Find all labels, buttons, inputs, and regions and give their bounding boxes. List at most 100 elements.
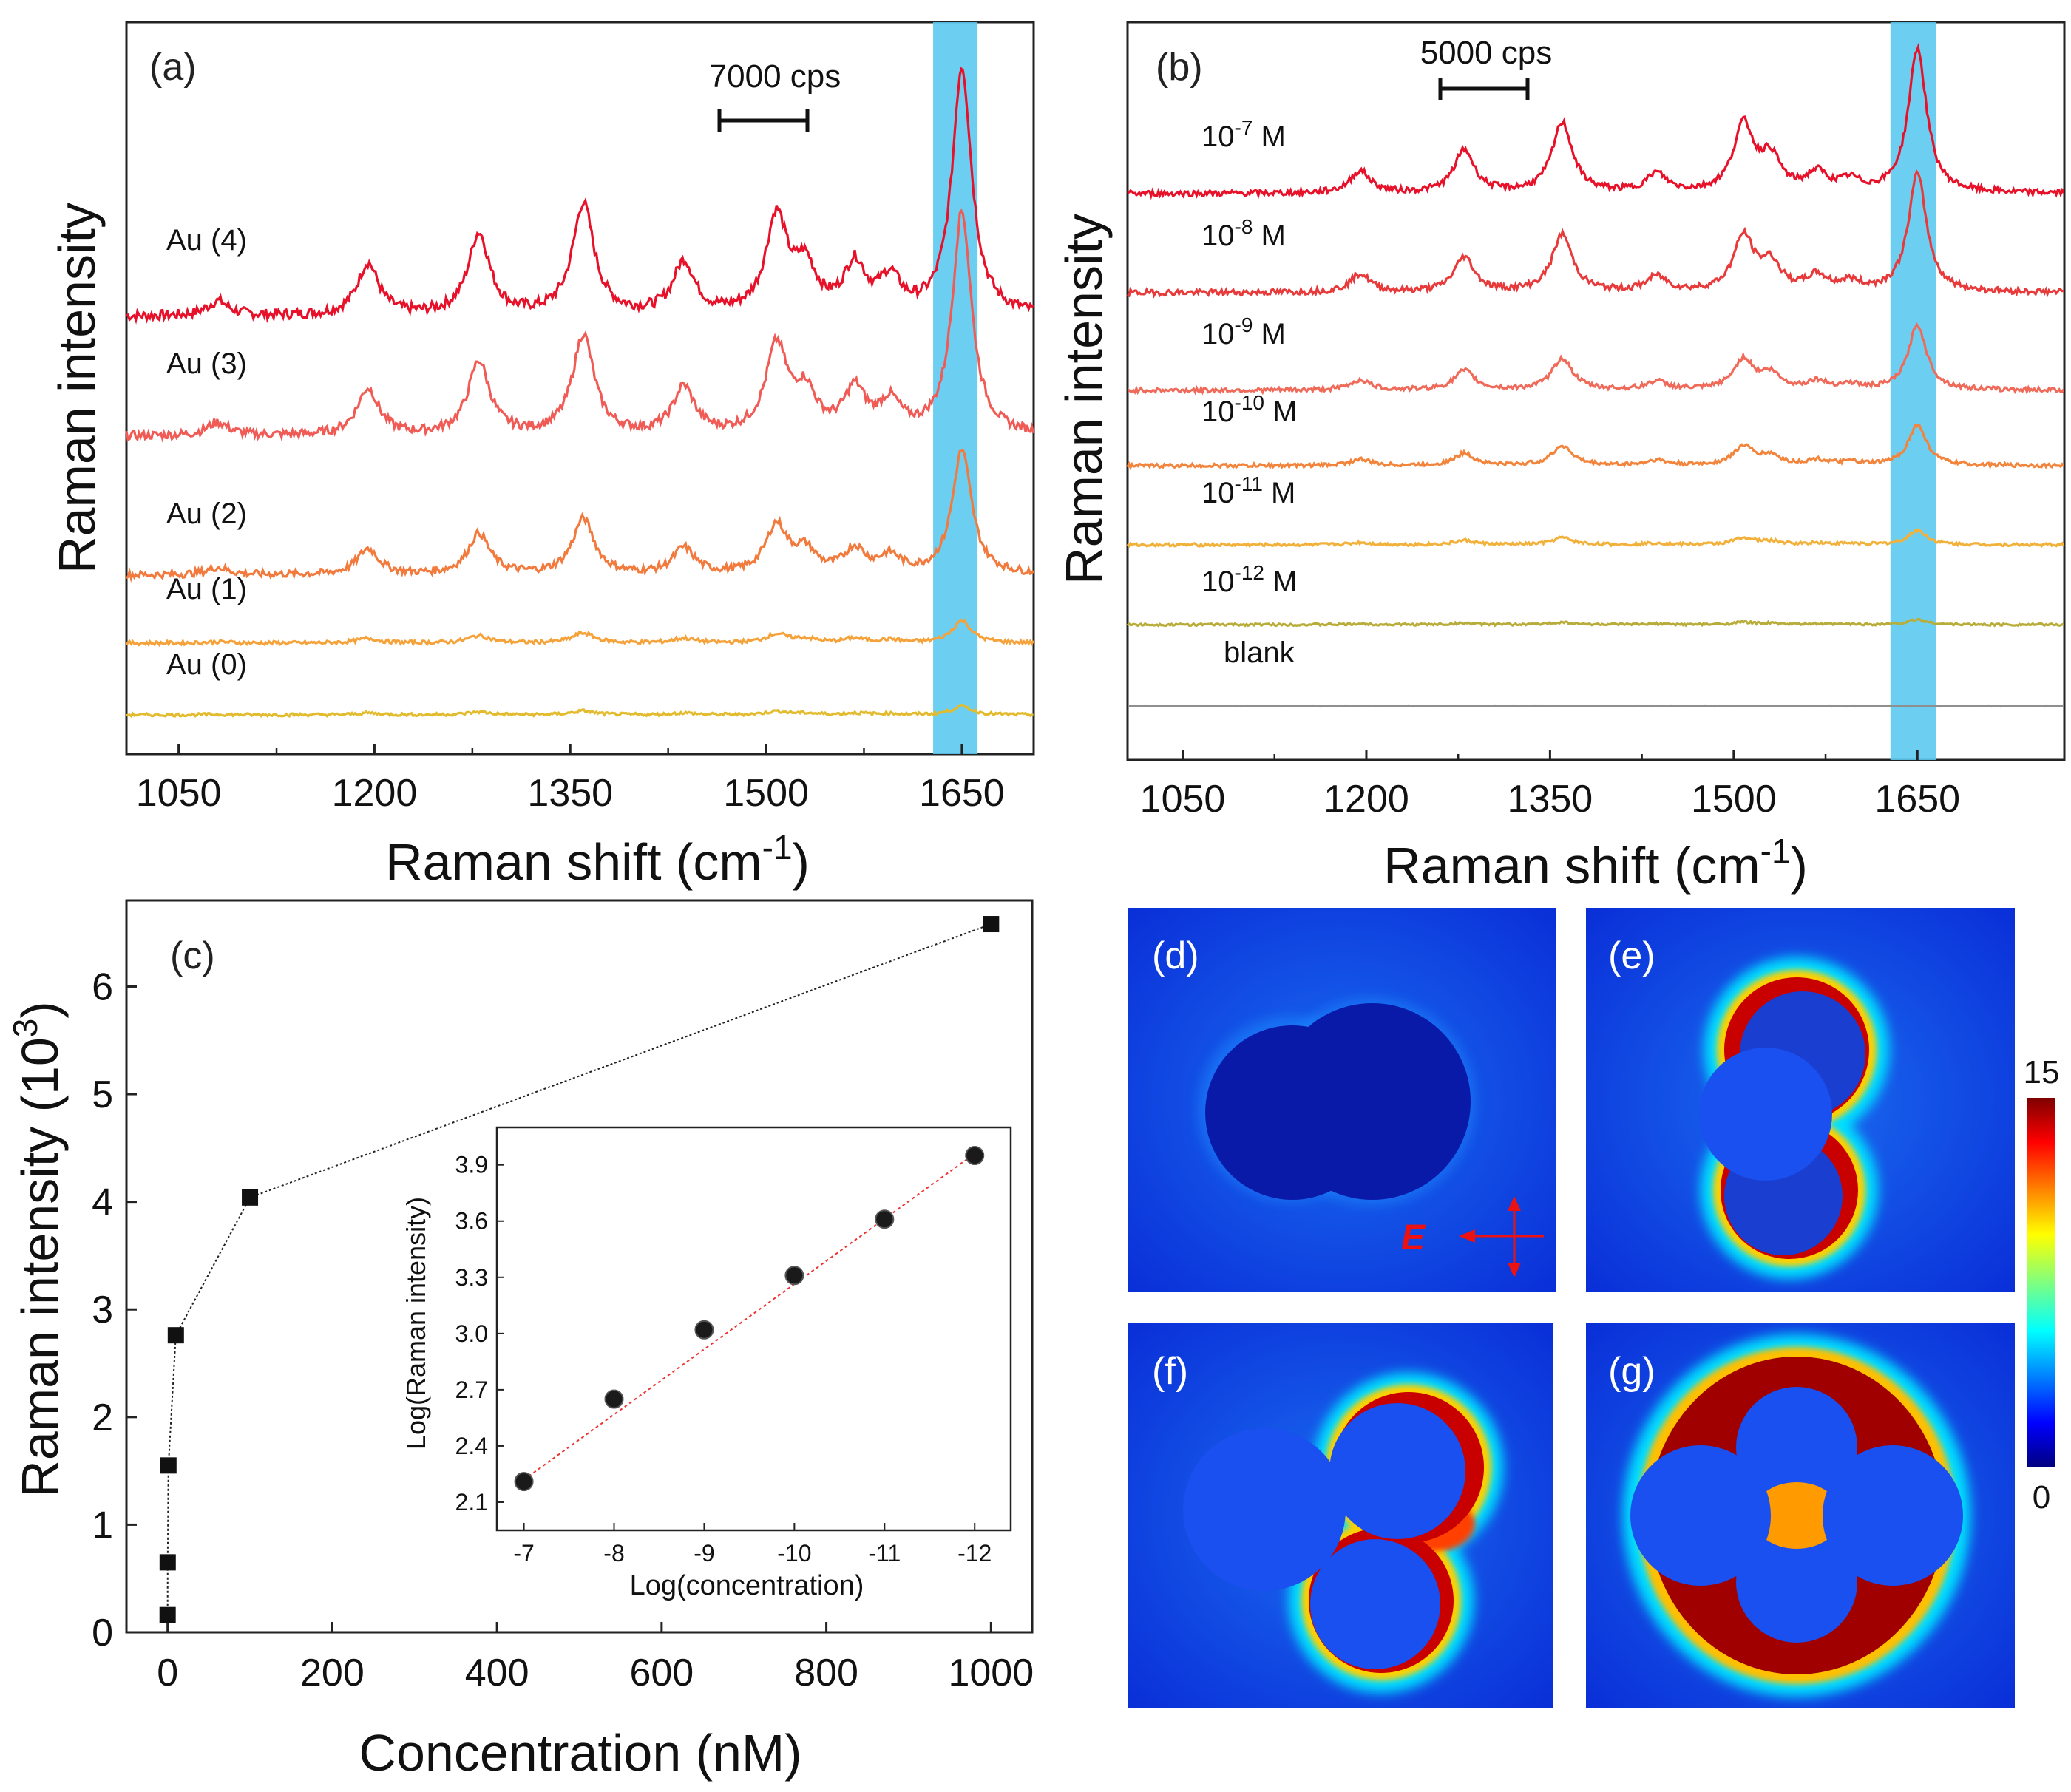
spectrum-label-1: 10-8 M <box>1201 215 1286 252</box>
spectrum-line-2 <box>125 449 1034 583</box>
inset-y-tick-label-1: 2.4 <box>455 1433 488 1459</box>
map-f-label: (f) <box>1152 1350 1188 1393</box>
inset-data-point-3 <box>784 1266 804 1286</box>
map-d <box>1128 908 1556 1292</box>
panel-a: Au (4) Au (3) Au (2) Au (1) Au (0) 1050 1200 1… <box>48 21 1035 891</box>
spectrum-label-2: 10-9 M <box>1201 313 1286 350</box>
inset-x-tick-label-4: -11 <box>868 1540 901 1567</box>
panel-b-frame <box>1126 21 2066 761</box>
inset-fit-line <box>523 1153 975 1481</box>
field-arrow-down-head <box>1508 1263 1521 1277</box>
x-tick-label-0: 1050 <box>136 772 222 815</box>
c-x-tick-label-5: 1000 <box>948 1652 1034 1694</box>
inset-data-point-1 <box>604 1389 624 1409</box>
c-data-point-4 <box>242 1189 259 1206</box>
c-data-point-0 <box>159 1606 176 1623</box>
panel-c-x-axis-label: Concentration (nM) <box>359 1724 801 1782</box>
x-tick-label-3: 1500 <box>723 772 809 815</box>
spectrum-label-0: 10-7 M <box>1201 116 1286 153</box>
panel-b-y-axis-label: Raman intensity <box>1055 214 1113 585</box>
inset-data-point-5 <box>965 1146 985 1166</box>
spectrum-line-1 <box>1127 169 2064 299</box>
x-tick-label-2: 1350 <box>1508 778 1593 821</box>
inset-y-tick-label-0: 2.1 <box>455 1489 488 1516</box>
spectrum-line-4 <box>1126 528 2065 549</box>
c-y-tick-label-2: 2 <box>92 1396 113 1439</box>
spectrum-line-1 <box>125 208 1035 443</box>
panel-a-x-axis-label: Raman shift (cm-1) <box>385 828 810 891</box>
inset-y-tick-label-6: 3.9 <box>455 1152 488 1178</box>
c-data-point-1 <box>159 1554 176 1571</box>
x-tick-label-2: 1350 <box>527 772 613 815</box>
inset-y-axis-label: Log(Raman intensity) <box>401 1197 431 1450</box>
map-d-label: (d) <box>1152 934 1199 977</box>
c-x-tick-label-1: 200 <box>300 1652 365 1694</box>
spectrum-line-6 <box>1127 704 2064 708</box>
inset-data-point-0 <box>514 1472 534 1492</box>
inset-y-tick-label-3: 3.0 <box>455 1320 488 1347</box>
c-x-tick-label-2: 400 <box>465 1652 529 1694</box>
panel-b: 10-7 M 10-8 M 10-9 M 10-10 M 10-11 M 10-12 M b… <box>1055 21 2066 895</box>
c-x-tick-label-0: 0 <box>157 1652 178 1694</box>
colorbar-max-label: 15 <box>2024 1054 2060 1090</box>
inset-x-tick-label-3: -10 <box>777 1540 811 1567</box>
panel-b-label: (b) <box>1156 46 1203 89</box>
map-g <box>1586 1323 2015 1708</box>
c-y-tick-label-4: 4 <box>92 1181 113 1224</box>
field-label-e: E <box>1401 1218 1426 1258</box>
map-e-label: (e) <box>1608 934 1655 977</box>
spectrum-label-1: Au (3) <box>166 347 247 380</box>
field-maps: (d) E (e) <box>1128 908 2059 1708</box>
c-trend-line <box>166 923 992 1615</box>
spectrum-line-3 <box>1126 423 2065 471</box>
spectrum-label-3: Au (1) <box>166 573 247 605</box>
panel-b-scale-bar-label: 5000 cps <box>1420 35 1553 71</box>
field-arrow-left-head <box>1459 1229 1475 1243</box>
spectrum-label-4: Au (0) <box>166 648 247 681</box>
inset-y-tick-label-2: 2.7 <box>455 1377 488 1403</box>
c-data-point-2 <box>160 1457 177 1474</box>
x-tick-label-4: 1650 <box>1874 778 1960 821</box>
panel-b-x-axis-label: Raman shift (cm-1) <box>1383 832 1808 895</box>
x-tick-label-1: 1200 <box>1323 778 1409 821</box>
panel-c-inset: -7 -8 -9 -10 -11 -12 2.1 2.4 2.7 3.0 3.3 3.6 3.9 Log… <box>401 1126 1012 1601</box>
x-tick-label-0: 1050 <box>1140 778 1226 821</box>
c-data-point-3 <box>167 1327 184 1344</box>
spectrum-line-0 <box>126 67 1034 325</box>
inset-x-axis-label: Log(concentration) <box>630 1570 864 1601</box>
c-x-tick-label-3: 600 <box>629 1652 694 1694</box>
spectrum-label-0: Au (4) <box>166 224 247 257</box>
panel-a-y-axis-label: Raman intensity <box>48 203 106 574</box>
panel-c-frame <box>125 899 1034 1634</box>
inset-x-tick-label-2: -9 <box>694 1540 714 1567</box>
spectrum-label-4: 10-11 M <box>1201 472 1295 509</box>
spectrum-label-6: blank <box>1224 637 1295 669</box>
spectrum-label-2: Au (2) <box>166 498 247 530</box>
spectrum-line-0 <box>1127 42 2065 200</box>
spectrum-label-3: 10-10 M <box>1201 391 1297 428</box>
inset-y-tick-label-5: 3.6 <box>455 1208 488 1235</box>
inset-x-tick-label-0: -7 <box>513 1540 534 1567</box>
spectrum-label-5: 10-12 M <box>1201 561 1297 598</box>
inset-x-tick-label-1: -8 <box>603 1540 624 1567</box>
x-tick-label-4: 1650 <box>919 772 1005 815</box>
panel-a-scale-bar-label: 7000 cps <box>709 58 841 95</box>
panel-a-frame <box>125 21 1035 756</box>
c-y-tick-label-0: 0 <box>92 1612 113 1654</box>
c-y-tick-label-6: 6 <box>92 965 113 1008</box>
x-tick-label-1: 1200 <box>332 772 418 815</box>
colorbar-min-label: 0 <box>2033 1479 2050 1516</box>
c-y-tick-label-1: 1 <box>92 1504 113 1547</box>
c-x-tick-label-4: 800 <box>794 1652 858 1694</box>
map-f <box>1128 1323 1553 1708</box>
inset-frame <box>495 1126 1012 1532</box>
x-tick-label-3: 1500 <box>1691 778 1777 821</box>
spectrum-line-2 <box>1127 322 2065 396</box>
inset-x-tick-label-5: -12 <box>957 1540 992 1567</box>
panel-c-label: (c) <box>170 934 215 977</box>
c-data-point-5 <box>983 916 1000 933</box>
panel-c: 0 200 400 600 800 1000 0 1 2 3 4 5 6 (c) Raman inten… <box>6 899 1034 1782</box>
highlight-band <box>1890 22 1936 760</box>
colorbar <box>2027 1098 2055 1467</box>
